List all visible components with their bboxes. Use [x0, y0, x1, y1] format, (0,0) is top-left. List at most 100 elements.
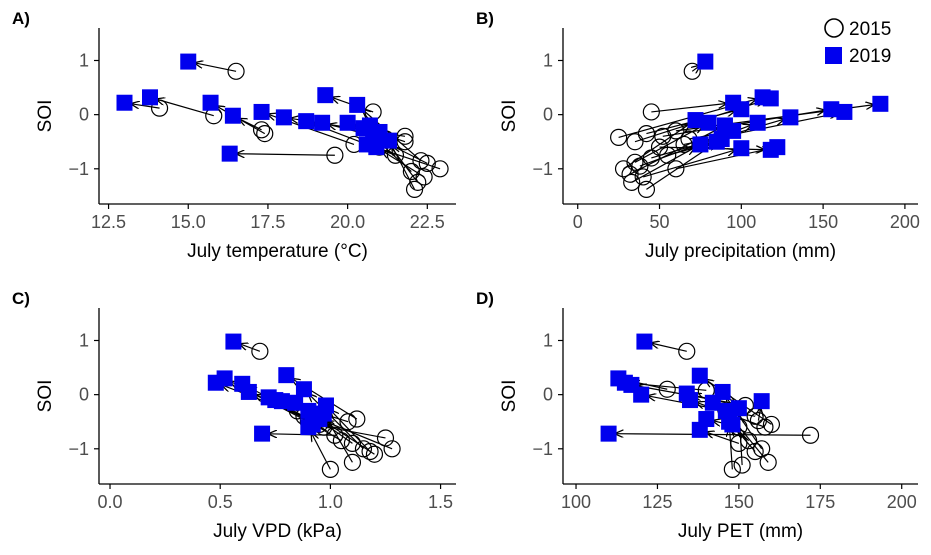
x-tick-label: 175	[805, 492, 835, 512]
point-2019	[823, 101, 840, 118]
point-2015	[678, 342, 696, 360]
panel-3: D) 100 125 150 175 200 1 0 −1 July PET (mm) SOI	[476, 289, 918, 542]
point-2019	[224, 107, 241, 124]
point-2019	[633, 386, 650, 403]
point-2019	[278, 367, 295, 384]
point-2015	[256, 125, 274, 143]
legend-label-2019: 2019	[849, 46, 891, 67]
point-2019	[730, 400, 747, 417]
point-2019	[692, 136, 709, 153]
x-tick-label: 0.5	[208, 492, 233, 512]
x-tick-label: 100	[561, 492, 591, 512]
change-arrow	[382, 151, 425, 178]
point-2015	[343, 434, 362, 452]
point-2019	[267, 392, 284, 409]
series-2019	[600, 333, 770, 442]
panel-0: A) 12.5 15.0 17.5 20.0 22.5 1 0 −1 July temperatu…	[12, 9, 456, 262]
change-arrow	[651, 343, 687, 352]
point-2015	[626, 153, 644, 171]
point-2019	[872, 95, 889, 112]
legend-square-marker	[825, 47, 842, 64]
legend: 2015 2019	[824, 18, 891, 67]
change-arrow	[240, 344, 261, 352]
legend-circle-marker	[824, 18, 844, 38]
point-2015	[343, 453, 362, 471]
point-2019	[314, 114, 331, 131]
point-2019	[733, 140, 750, 157]
point-2019	[300, 419, 317, 436]
y-tick-label: 1	[79, 330, 89, 350]
point-2019	[275, 109, 292, 126]
series-2019	[116, 53, 398, 162]
x-tick-label: 50	[650, 212, 670, 232]
point-2019	[698, 411, 715, 428]
change-arrow	[239, 119, 262, 131]
panel-label: A)	[12, 9, 30, 28]
y-tick-label: 0	[79, 385, 89, 405]
point-2015	[361, 442, 379, 461]
change-arrow	[131, 104, 160, 108]
point-2019	[339, 114, 356, 131]
change-arrow	[623, 124, 690, 170]
point-2015	[634, 168, 652, 186]
change-arrow	[392, 147, 416, 190]
legend-label-2015: 2015	[849, 19, 891, 40]
point-2019	[349, 96, 366, 113]
point-2019	[691, 367, 708, 384]
arrows	[131, 63, 441, 190]
point-2019	[180, 53, 197, 70]
point-2019	[708, 133, 725, 150]
point-2019	[253, 103, 270, 120]
point-2019	[678, 385, 695, 402]
change-arrow	[675, 149, 771, 170]
y-tick-label: 1	[79, 50, 89, 70]
point-2019	[714, 383, 731, 400]
change-arrow	[312, 433, 331, 470]
y-tick-label: 0	[79, 105, 89, 125]
point-2019	[225, 333, 242, 350]
point-2015	[415, 168, 433, 186]
y-tick-label: 1	[543, 50, 553, 70]
x-tick-label: 200	[887, 492, 917, 512]
point-2019	[724, 416, 741, 433]
point-2019	[753, 393, 770, 410]
series-2019	[687, 53, 889, 158]
point-2019	[733, 101, 750, 118]
point-2019	[240, 383, 257, 400]
change-arrow	[327, 420, 353, 463]
point-2019	[254, 425, 271, 442]
x-tick-label: 12.5	[91, 212, 126, 232]
point-2015	[405, 180, 424, 198]
point-2019	[769, 139, 786, 156]
point-2019	[202, 94, 219, 111]
point-2015	[383, 440, 401, 458]
x-tick-label: 150	[808, 212, 838, 232]
point-2015	[418, 154, 436, 172]
point-2015	[759, 453, 777, 471]
point-2015	[348, 410, 366, 428]
panel-label: D)	[476, 289, 494, 308]
point-2019	[782, 109, 799, 126]
y-axis-title: SOI	[499, 380, 520, 413]
y-tick-label: 0	[543, 385, 553, 405]
point-2019	[361, 117, 378, 134]
point-2015	[658, 380, 676, 398]
point-2019	[142, 89, 158, 106]
change-arrow	[706, 432, 740, 444]
point-2019	[700, 114, 717, 131]
panel-2: C) 0.0 0.5 1.0 1.5 1 0 −1 July VPD (kPa) SOI	[12, 289, 456, 542]
point-2015	[365, 445, 384, 463]
x-tick-label: 0.0	[98, 492, 123, 512]
point-2015	[252, 121, 271, 139]
change-arrow	[634, 126, 702, 163]
y-tick-label: −1	[532, 159, 553, 179]
y-axis-title: SOI	[35, 380, 56, 413]
point-2015	[402, 162, 420, 181]
x-tick-label: 20.0	[330, 212, 365, 232]
point-2015	[762, 415, 781, 434]
change-arrow	[642, 150, 734, 178]
point-2015	[614, 160, 633, 178]
x-tick-label: 15.0	[171, 212, 206, 232]
